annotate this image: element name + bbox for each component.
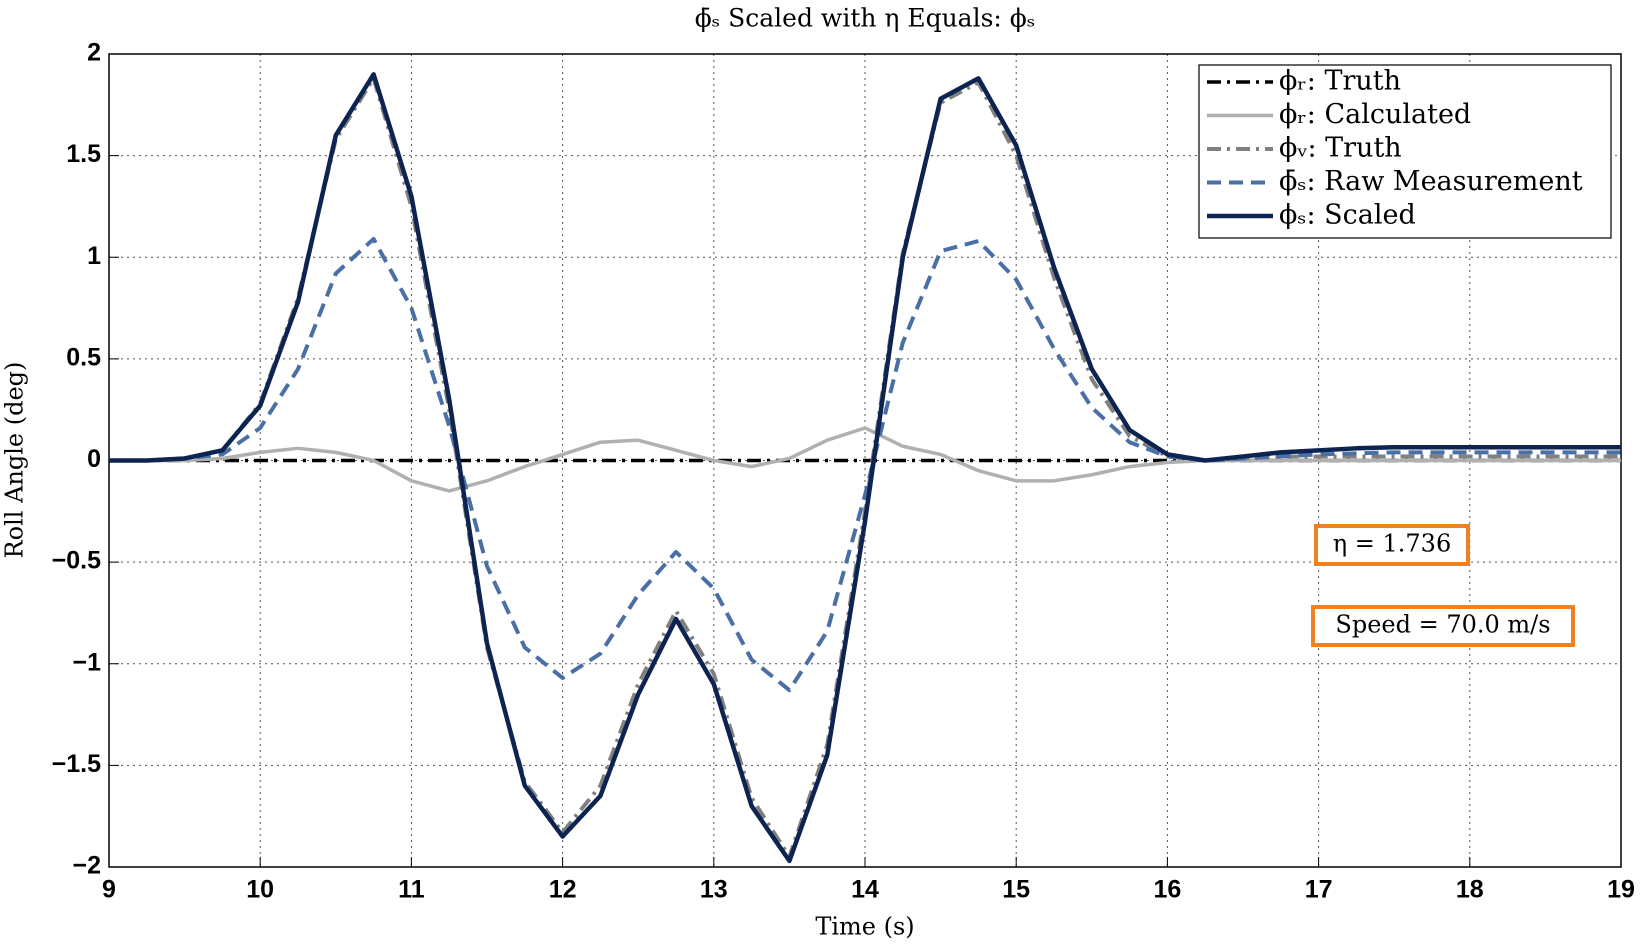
y-tick-label: −1.5 — [52, 750, 101, 778]
y-tick-label: −0.5 — [52, 547, 101, 575]
y-tick-label: 1 — [87, 242, 101, 270]
chart-title: ϕ̄ₛ Scaled with η Equals: ϕₛ — [695, 4, 1036, 33]
x-axis-label: Time (s) — [815, 913, 914, 941]
x-tick-label: 13 — [700, 876, 728, 904]
y-tick-label: 0.5 — [66, 343, 101, 371]
x-tick-label: 16 — [1153, 876, 1181, 904]
series-line — [109, 236, 1621, 693]
y-tick-label: −1 — [72, 648, 101, 676]
x-tick-label: 15 — [1002, 876, 1030, 904]
legend-label: ϕᵥ: Truth — [1279, 133, 1402, 164]
x-tick-label: 10 — [246, 876, 274, 904]
x-tick-label: 9 — [102, 876, 116, 904]
annotation-box — [1311, 605, 1575, 647]
legend-label: ϕ̄ₛ: Raw Measurement — [1279, 166, 1583, 197]
x-tick-label: 11 — [398, 876, 425, 904]
legend-label: ϕᵣ: Calculated — [1279, 99, 1471, 130]
legend-box — [1198, 64, 1612, 239]
x-tick-label: 19 — [1607, 876, 1635, 904]
x-tick-label: 18 — [1456, 876, 1484, 904]
series-line — [109, 72, 1621, 864]
y-tick-label: 2 — [87, 39, 101, 67]
legend-label: ϕₛ: Scaled — [1279, 200, 1416, 231]
y-tick-label: −2 — [72, 852, 101, 880]
annotation: Speed = 70.0 m/s — [1335, 611, 1550, 639]
x-tick-label: 17 — [1305, 876, 1333, 904]
annotation-box — [1314, 524, 1470, 566]
series-line — [109, 426, 1621, 493]
y-tick-label: 1.5 — [66, 140, 101, 168]
annotation: η = 1.736 — [1333, 530, 1451, 558]
x-tick-label: 14 — [851, 876, 879, 904]
legend-label: ϕᵣ: Truth — [1279, 66, 1401, 97]
x-tick-label: 12 — [549, 876, 577, 904]
y-tick-label: 0 — [87, 445, 101, 473]
y-axis-label: Roll Angle (deg) — [1, 362, 29, 559]
